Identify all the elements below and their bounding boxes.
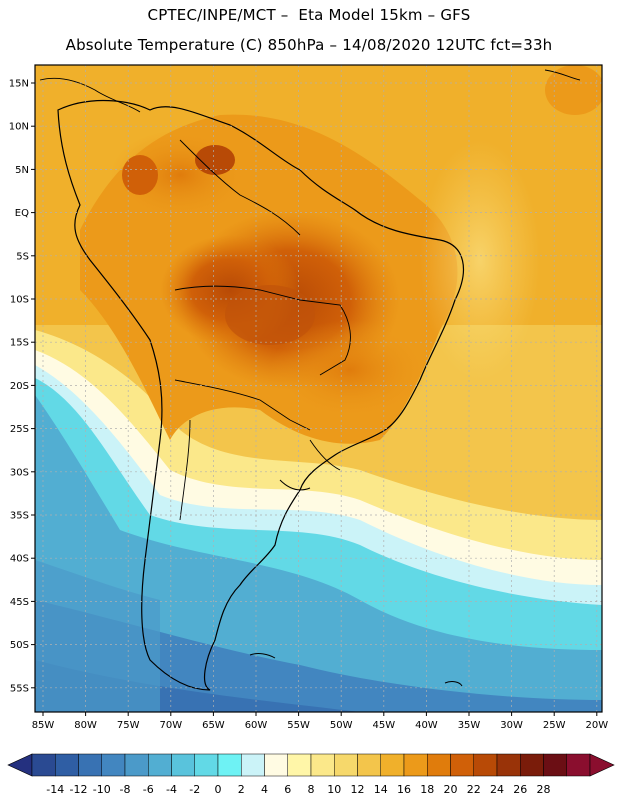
colorbar-swatch [55,753,79,777]
colorbar-undershoot-arrow [7,753,33,777]
colorbar-label: 14 [374,783,388,796]
colorbar-label: 0 [215,783,222,796]
colorbar-label: 6 [284,783,291,796]
latitude-label: 35S [10,511,29,522]
colorbar-label: 10 [327,783,341,796]
colorbar-swatch [101,753,126,777]
latitude-label: 25S [10,424,29,435]
colorbar-swatch [78,753,102,777]
latitude-label: 20S [10,381,29,392]
colorbar-label: -6 [143,783,154,796]
longitude-label: 55W [287,720,310,731]
longitude-label: 70W [159,720,182,731]
latitude-label: 10N [9,122,29,133]
colorbar-swatch [287,753,312,777]
latitude-label: 55S [10,683,29,694]
colorbar-swatch [380,753,405,777]
colorbar-label: 8 [308,783,315,796]
colorbar-swatch [241,753,265,777]
colorbar-label: 4 [261,783,268,796]
longitude-label: 65W [202,720,225,731]
colorbar-swatch [124,753,149,777]
colorbar-swatch [543,753,567,777]
map-frame [34,64,603,713]
longitude-label: 25W [543,720,566,731]
colorbar-swatch [520,753,544,777]
south-america-coastline [57,100,464,691]
color-scale-bar: -14 -12 -10 -8 -6 -4 -2 0 2 4 6 8 10 12 14 16 18 20 22 24 26… [7,753,615,796]
colorbar-swatch [31,753,56,777]
colorbar-label: -14 [46,783,64,796]
colorbar-swatch [217,753,242,777]
latitude-label: 5N [15,165,29,176]
longitude-label: 50W [330,720,353,731]
longitude-label: 85W [32,720,55,731]
colorbar-swatch [148,753,172,777]
colorbar-overshoot-arrow [589,753,615,777]
axis-ticks [31,82,598,716]
longitude-label: 75W [117,720,140,731]
colorbar-label: -10 [93,783,111,796]
colorbar-label: 22 [467,783,481,796]
latitude-label: EQ [15,208,29,219]
temperature-field [35,65,602,712]
colorbar-swatch [264,753,288,777]
colorbar-swatch [357,753,381,777]
latitude-label: 40S [10,554,29,565]
longitude-label: 35W [458,720,481,731]
latitude-label: 45S [10,597,29,608]
colorbar-label: 24 [490,783,504,796]
colorbar-swatch [496,753,521,777]
colorbar-swatch [334,753,358,777]
longitude-label: 60W [245,720,268,731]
colorbar-label: 2 [238,783,245,796]
colorbar-swatch [566,753,591,777]
longitude-label: 20W [585,720,608,731]
longitude-label: 80W [74,720,97,731]
latitude-label: 5S [16,251,29,262]
colorbar-label: -8 [120,783,131,796]
latitude-labels: 15N 10N 5N EQ 5S 10S 15S 20S 25S 30S 35S 40S 45S 50S 5… [9,79,29,695]
temperature-map: 15N 10N 5N EQ 5S 10S 15S 20S 25S 30S 35S 40S 45S 50S 5… [9,64,609,731]
latitude-label: 50S [10,640,29,651]
colorbar-swatch [171,753,195,777]
latitude-label: 15N [9,79,29,90]
colorbar-swatch [427,753,451,777]
latitude-label: 10S [10,295,29,306]
colorbar-label: 16 [397,783,411,796]
colorbar-label: 28 [537,783,551,796]
colorbar-label: 12 [351,783,365,796]
colorbar-label: 26 [513,783,527,796]
longitude-label: 30W [500,720,523,731]
longitude-labels: 85W 80W 75W 70W 65W 60W 55W 50W 45W 40W 35W 30W 25W 2… [32,720,609,731]
colorbar-swatch [194,753,219,777]
colorbar-swatch [473,753,498,777]
colorbar-label: 18 [420,783,434,796]
colorbar-label: 20 [444,783,458,796]
longitude-label: 40W [415,720,438,731]
colorbar-swatch [403,753,428,777]
colorbar-swatch [450,753,474,777]
map-title-line1: CPTEC/INPE/MCT – Eta Model 15km – GFS [147,6,471,24]
latitude-label: 15S [10,338,29,349]
longitude-label: 45W [372,720,395,731]
colorbar-label: -2 [189,783,200,796]
colorbar-label: -4 [166,783,177,796]
map-title-line2: Absolute Temperature (C) 850hPa – 14/08/… [65,36,553,54]
colorbar-swatch [310,753,335,777]
colorbar-label: -12 [70,783,88,796]
latitude-label: 30S [10,467,29,478]
